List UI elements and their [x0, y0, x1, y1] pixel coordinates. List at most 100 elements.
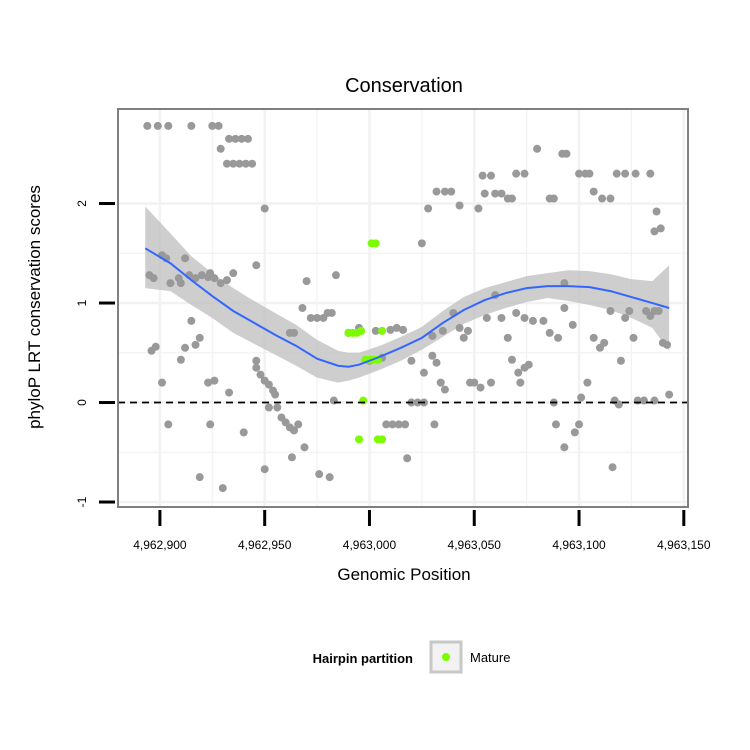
data-point [313, 313, 322, 322]
data-point [583, 378, 592, 387]
data-point [386, 325, 395, 334]
panel-border [117, 108, 689, 508]
data-point [153, 121, 162, 130]
data-point [428, 331, 437, 340]
data-point [181, 343, 190, 352]
data-point [216, 144, 225, 153]
data-point [264, 403, 273, 412]
data-point [432, 358, 441, 367]
data-point [608, 463, 617, 472]
data-point [225, 388, 234, 397]
data-point [621, 169, 630, 178]
data-point [239, 428, 248, 437]
data-point [241, 159, 250, 168]
data-point [273, 403, 282, 412]
data-point [187, 316, 196, 325]
data-point [225, 134, 234, 143]
data-point [612, 169, 621, 178]
legend-key-mature-marker [442, 653, 450, 661]
data-point [480, 189, 489, 198]
data-point [248, 159, 257, 168]
data-point [392, 323, 401, 332]
data-point [514, 368, 523, 377]
x-tick-label: 4,962,900 [133, 538, 187, 552]
data-point [195, 333, 204, 342]
data-point [606, 194, 615, 203]
smooth-line-layer [144, 247, 670, 368]
data-point [417, 239, 426, 248]
data-point [388, 420, 397, 429]
x-tick-label: 4,963,100 [552, 538, 606, 552]
data-point [210, 376, 219, 385]
data-point [639, 396, 648, 405]
data-point [331, 271, 340, 280]
data-point [650, 227, 659, 236]
data-point [560, 304, 569, 312]
data-point [560, 443, 569, 452]
data-point [407, 356, 416, 365]
x-tick-label: 4,963,000 [343, 538, 397, 552]
data-point [447, 187, 456, 196]
mature-point [354, 435, 363, 444]
data-point [264, 380, 273, 389]
data-point [507, 355, 516, 364]
data-point [533, 144, 542, 153]
data-point [600, 338, 609, 347]
smooth-fit-line [144, 247, 670, 368]
data-point [512, 169, 521, 178]
data-point [231, 134, 240, 143]
data-point [589, 333, 598, 342]
data-point [394, 420, 403, 429]
data-point [463, 326, 472, 335]
data-point [143, 121, 152, 130]
data-point [516, 378, 525, 387]
data-point [229, 269, 238, 278]
x-tick-label: 4,963,050 [448, 538, 502, 552]
data-point [440, 187, 449, 196]
y-tick-label: -1 [75, 496, 89, 507]
data-point [665, 390, 674, 399]
data-point [545, 328, 554, 337]
data-point [606, 306, 615, 315]
data-point [554, 333, 563, 342]
data-point [401, 420, 410, 429]
data-point [497, 313, 506, 322]
data-point [269, 386, 278, 395]
data-point [598, 194, 607, 203]
data-point [482, 313, 491, 322]
confidence-ribbon [145, 206, 670, 383]
x-tick-label: 4,963,150 [657, 538, 711, 552]
x-tick-label: 4,962,950 [238, 538, 292, 552]
legend-label-mature: Mature [470, 650, 510, 665]
y-tick-label: 0 [75, 399, 89, 406]
data-point [428, 351, 437, 360]
axes-layer: 4,962,900 4,962,950 4,963,000 4,963,050 4,96… [75, 200, 711, 552]
data-point [260, 204, 269, 213]
data-point [243, 134, 252, 143]
data-point [568, 320, 577, 329]
data-points-layer [143, 121, 674, 493]
x-axis-title: Genomic Position [337, 565, 470, 584]
data-point [290, 328, 299, 337]
data-point [503, 333, 512, 342]
data-point [290, 426, 299, 435]
data-point [551, 420, 560, 429]
data-point [570, 428, 579, 437]
data-point [631, 169, 640, 178]
data-point [629, 333, 638, 342]
y-tick-label: 2 [75, 200, 89, 207]
data-point [646, 169, 655, 178]
data-point [294, 420, 303, 429]
data-point [204, 273, 213, 282]
mature-point [371, 239, 380, 248]
data-point [656, 224, 665, 233]
data-point [549, 194, 558, 203]
data-point [298, 304, 307, 312]
data-point [419, 368, 428, 377]
data-point [440, 385, 449, 394]
confidence-ribbon-layer [145, 206, 670, 383]
data-point [149, 274, 158, 283]
data-point [520, 313, 529, 322]
